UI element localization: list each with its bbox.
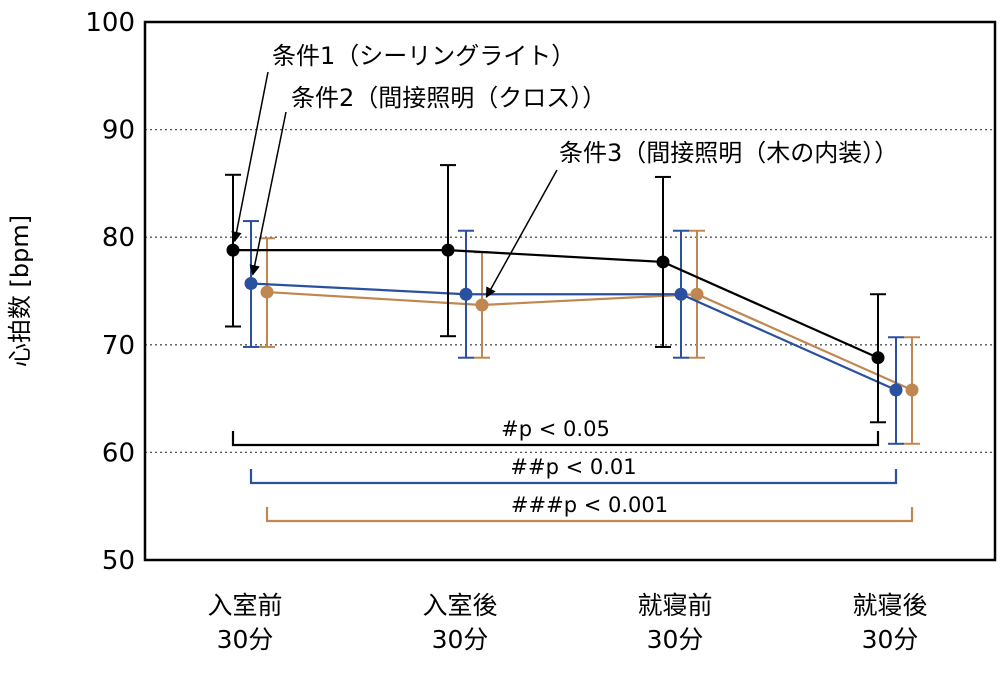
x-category-label: 30分	[217, 625, 274, 654]
y-tick-label: 90	[102, 116, 135, 146]
annotation-arrow	[249, 111, 287, 276]
legend-label: 条件3（間接照明（木の内装））	[559, 139, 898, 167]
y-axis-title: 心拍数 [bpm]	[6, 215, 34, 367]
annotation-arrow	[231, 71, 269, 243]
data-point	[871, 351, 885, 365]
data-point	[690, 287, 704, 301]
series-line	[233, 249, 879, 359]
x-category-label: 30分	[432, 625, 489, 654]
data-point	[889, 383, 903, 397]
annotation-arrow	[485, 169, 558, 299]
plot-frame	[143, 20, 997, 562]
series-3	[259, 229, 920, 445]
x-category-label: 30分	[862, 625, 919, 654]
bracket-line	[231, 431, 880, 447]
y-tick-label: 100	[85, 8, 135, 38]
significance-bracket: ###p < 0.001	[265, 493, 914, 523]
legend-annotations: 条件1（シーリングライト） 条件2（間接照明（クロス）） 条件3（間接照明（木の内装…	[231, 42, 898, 299]
data-point	[459, 287, 473, 301]
grid-lines	[145, 128, 995, 454]
y-tick-label: 50	[102, 546, 135, 576]
y-tick-label: 80	[102, 223, 135, 253]
significance-bracket: #p < 0.05	[231, 417, 880, 447]
series-layer	[225, 164, 920, 445]
data-point	[656, 255, 670, 269]
series-line	[250, 282, 897, 391]
x-category-labels: 入室前 30分 入室後 30分 就寝前 30分 就寝後 30分	[207, 591, 927, 654]
legend-label: 条件2（間接照明（クロス））	[291, 84, 606, 112]
significance-label: ###p < 0.001	[511, 493, 668, 517]
series-2	[243, 220, 904, 445]
data-point	[226, 243, 240, 257]
y-tick-label: 70	[102, 331, 135, 361]
x-category-label: 入室後	[422, 591, 497, 620]
x-category-label: 就寝後	[852, 591, 927, 620]
data-point	[441, 243, 455, 257]
significance-brackets: #p < 0.05 ##p < 0.01 ###p < 0.001	[231, 417, 914, 523]
data-point	[674, 287, 688, 301]
bracket-line	[265, 507, 914, 523]
data-point	[905, 383, 919, 397]
significance-label: #p < 0.05	[501, 417, 610, 441]
significance-bracket: ##p < 0.01	[249, 455, 898, 485]
bracket-line	[249, 469, 898, 485]
series-line	[266, 290, 913, 391]
significance-label: ##p < 0.01	[510, 455, 636, 479]
series-1	[225, 164, 886, 424]
data-point	[475, 298, 489, 312]
x-category-label: 就寝前	[637, 591, 712, 620]
data-point	[260, 285, 274, 299]
y-tick-label: 60	[102, 438, 135, 468]
x-category-label: 入室前	[207, 591, 282, 620]
x-category-label: 30分	[647, 625, 704, 654]
y-tick-labels: 50 60 70 80 90 100	[85, 8, 135, 576]
data-point	[244, 276, 258, 290]
legend-label: 条件1（シーリングライト）	[272, 42, 575, 70]
